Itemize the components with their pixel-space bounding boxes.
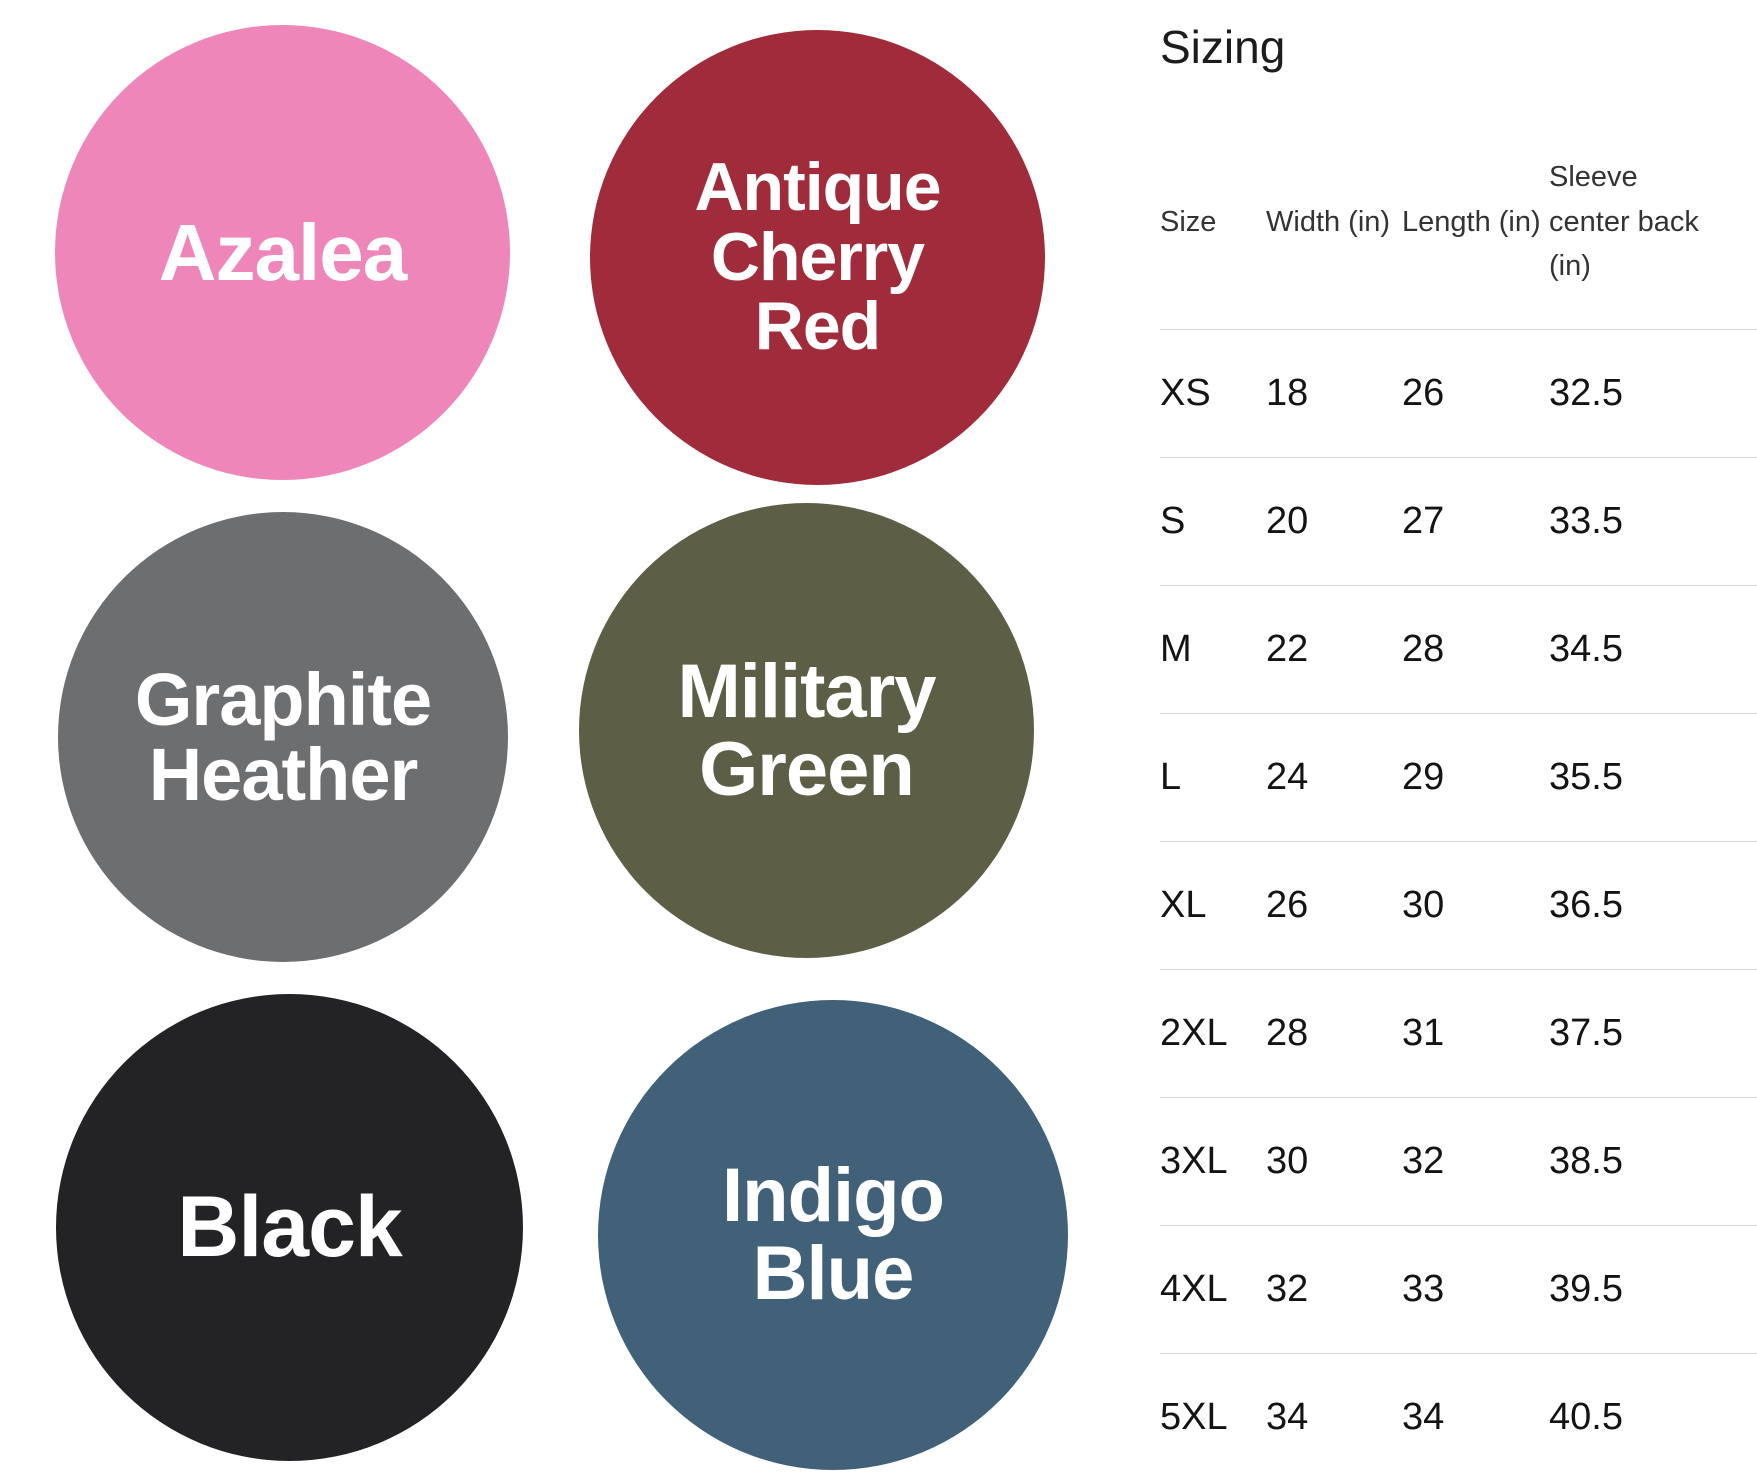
length-cell: 28 [1402, 585, 1549, 714]
color-swatch-military-green: Military Green [579, 503, 1034, 958]
sizing-row: 2XL 28 31 37.5 [1160, 969, 1757, 1098]
color-swatch-label: Azalea [158, 207, 407, 297]
swatch-label-line: Red [754, 288, 881, 365]
swatch-label-line: Black [177, 1178, 402, 1275]
column-header-sleeve-text: Sleeve center back (in) [1549, 160, 1699, 283]
sizing-title: Sizing [1160, 21, 1286, 73]
column-header-width: Width (in) [1266, 205, 1391, 238]
swatch-label-line: Indigo [722, 1153, 945, 1239]
width-cell: 18 [1266, 329, 1402, 458]
width-cell: 26 [1266, 841, 1402, 970]
sleeve-cell: 37.5 [1549, 969, 1757, 1098]
swatch-label-line: Cherry [710, 218, 925, 295]
sizing-row: L 24 29 35.5 [1160, 713, 1757, 842]
color-swatch-label: Military Green [677, 648, 936, 812]
sizing-row: XS 18 26 32.5 [1160, 329, 1757, 458]
width-cell: 30 [1266, 1097, 1402, 1226]
width-cell: 34 [1266, 1353, 1402, 1474]
color-swatch-label: Black [177, 1178, 402, 1275]
sizing-row: XL 26 30 36.5 [1160, 841, 1757, 970]
length-cell: 29 [1402, 713, 1549, 842]
sleeve-cell: 38.5 [1549, 1097, 1757, 1226]
color-swatch-graphite-heather: Graphite Heather [58, 512, 508, 962]
sizing-table: Size Width (in) Length (in) Sleeve cente… [1160, 115, 1757, 1474]
width-cell: 24 [1266, 713, 1402, 842]
length-cell: 27 [1402, 457, 1549, 586]
length-cell: 31 [1402, 969, 1549, 1098]
width-cell: 28 [1266, 969, 1402, 1098]
sleeve-cell: 39.5 [1549, 1225, 1757, 1354]
swatch-label-line: Blue [752, 1231, 915, 1316]
column-header-length: Length (in) [1402, 205, 1541, 238]
size-cell: S [1160, 457, 1266, 586]
swatch-label-line: Antique [694, 149, 941, 226]
sleeve-cell: 34.5 [1549, 585, 1757, 714]
sleeve-cell: 36.5 [1549, 841, 1757, 970]
sizing-row: 3XL 30 32 38.5 [1160, 1097, 1757, 1226]
swatch-label-line: Military [677, 648, 936, 734]
width-cell: 22 [1266, 585, 1402, 714]
sleeve-cell: 33.5 [1549, 457, 1757, 586]
size-cell: 4XL [1160, 1225, 1266, 1354]
swatch-label-line: Graphite [134, 657, 432, 741]
color-swatch-label: Antique Cherry Red [694, 149, 941, 365]
swatch-label-line: Azalea [158, 207, 407, 297]
length-cell: 34 [1402, 1353, 1549, 1474]
swatch-label-line: Heather [148, 733, 419, 816]
color-swatch-label: Indigo Blue [722, 1153, 945, 1316]
color-swatch-black: Black [56, 994, 523, 1461]
length-cell: 30 [1402, 841, 1549, 970]
color-swatch-indigo-blue: Indigo Blue [598, 1000, 1068, 1470]
sizing-table-header-row: Size Width (in) Length (in) Sleeve cente… [1160, 115, 1757, 330]
sizing-row: M 22 28 34.5 [1160, 585, 1757, 714]
sizing-row: S 20 27 33.5 [1160, 457, 1757, 586]
color-swatch-azalea: Azalea [55, 25, 510, 480]
color-swatch-antique-cherry-red: Antique Cherry Red [590, 30, 1045, 485]
column-header-sleeve: Sleeve center back (in) [1549, 115, 1757, 330]
length-cell: 32 [1402, 1097, 1549, 1226]
sleeve-cell: 35.5 [1549, 713, 1757, 842]
column-header-size: Size [1160, 205, 1217, 238]
length-cell: 26 [1402, 329, 1549, 458]
size-cell: XS [1160, 329, 1266, 458]
sleeve-cell: 32.5 [1549, 329, 1757, 458]
sizing-row: 5XL 34 34 40.5 [1160, 1353, 1757, 1474]
size-cell: L [1160, 713, 1266, 842]
sleeve-cell: 40.5 [1549, 1353, 1757, 1474]
width-cell: 32 [1266, 1225, 1402, 1354]
size-cell: XL [1160, 841, 1266, 970]
color-swatch-label: Graphite Heather [134, 657, 432, 816]
sizing-row: 4XL 32 33 39.5 [1160, 1225, 1757, 1354]
width-cell: 20 [1266, 457, 1402, 586]
size-cell: M [1160, 585, 1266, 714]
size-cell: 2XL [1160, 969, 1266, 1098]
size-cell: 5XL [1160, 1353, 1266, 1474]
size-cell: 3XL [1160, 1097, 1266, 1226]
length-cell: 33 [1402, 1225, 1549, 1354]
swatch-label-line: Green [699, 726, 915, 812]
